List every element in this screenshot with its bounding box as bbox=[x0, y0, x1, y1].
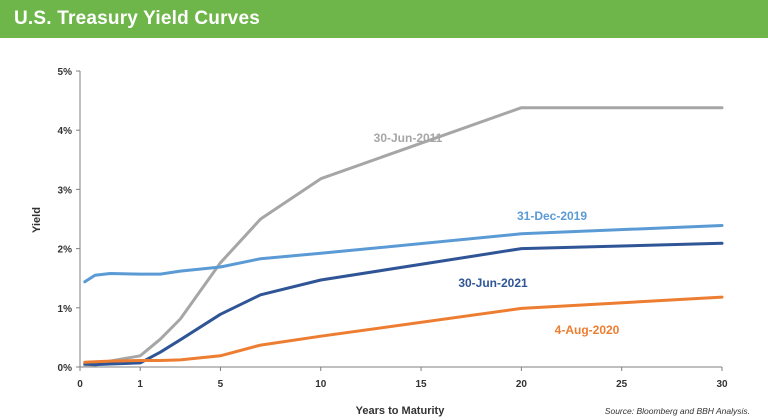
series-labels: 30-Jun-2011 31-Dec-2019 30-Jun-2021 4-Aug-2… bbox=[374, 131, 620, 337]
x-tick-label: 5 bbox=[218, 379, 224, 390]
title-bar: U.S. Treasury Yield Curves bbox=[0, 0, 768, 38]
x-tick-label: 20 bbox=[516, 379, 528, 390]
x-axis-label: Years to Maturity bbox=[356, 405, 446, 417]
yield-curve-chart: 0%1%2%3%4%5%0 1 5 10 15 20 25 30 30-Jun-201131-… bbox=[31, 67, 728, 417]
y-tick-label: 4% bbox=[58, 126, 73, 137]
series-label: 4-Aug-2020 bbox=[555, 323, 620, 337]
series-line bbox=[83, 241, 724, 367]
y-tick-label: 2% bbox=[58, 245, 73, 256]
chart-title: U.S. Treasury Yield Curves bbox=[14, 8, 260, 29]
x-tick-label: 30 bbox=[716, 379, 728, 390]
series-label: 31-Dec-2019 bbox=[517, 209, 587, 223]
series-line bbox=[83, 295, 724, 364]
x-tick-label: 25 bbox=[616, 379, 628, 390]
y-tick-label: 1% bbox=[58, 304, 73, 315]
x-tick-label: 10 bbox=[315, 379, 327, 390]
series-label: 30-Jun-2021 bbox=[458, 276, 528, 290]
source-note: Source: Bloomberg and BBH Analysis. bbox=[604, 406, 750, 416]
y-tick-label: 3% bbox=[58, 185, 73, 196]
y-tick-label: 0% bbox=[58, 363, 73, 374]
series-line bbox=[83, 224, 724, 284]
axes: 0%1%2%3%4%5%0 1 5 10 15 20 25 30 bbox=[58, 67, 728, 390]
x-tick-label: 0 bbox=[77, 379, 83, 390]
series-line bbox=[83, 106, 724, 368]
y-axis-label: Yield bbox=[31, 207, 43, 233]
series-lines bbox=[83, 106, 724, 368]
x-tick-label: 1 bbox=[137, 379, 143, 390]
y-tick-label: 5% bbox=[58, 67, 73, 78]
series-label: 30-Jun-2011 bbox=[374, 131, 443, 145]
x-tick-label: 15 bbox=[416, 379, 428, 390]
